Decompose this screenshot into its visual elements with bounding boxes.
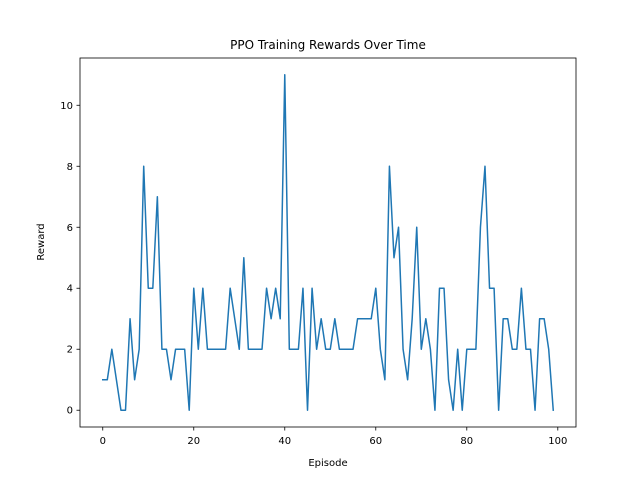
plot-frame xyxy=(79,57,577,428)
y-tick-label: 2 xyxy=(67,345,73,356)
chart-title: PPO Training Rewards Over Time xyxy=(230,38,426,52)
axes-ticks: 0 20 40 60 80 100 0 2 4 6 8 10 xyxy=(60,101,567,447)
y-tick-label: 0 xyxy=(67,406,73,417)
y-tick-label: 6 xyxy=(67,223,73,234)
x-tick-label: 20 xyxy=(187,436,200,447)
y-axis-label: Reward xyxy=(36,223,47,260)
x-axis-label: Episode xyxy=(308,458,347,469)
y-tick-label: 8 xyxy=(67,162,73,173)
y-tick-label: 4 xyxy=(67,284,73,295)
x-tick-label: 60 xyxy=(369,436,382,447)
x-tick-label: 0 xyxy=(100,436,106,447)
x-tick-label: 40 xyxy=(278,436,291,447)
x-tick-label: 100 xyxy=(548,436,567,447)
plot-area xyxy=(80,58,576,427)
x-tick-label: 80 xyxy=(460,436,473,447)
reward-series-line xyxy=(102,74,555,412)
y-tick-label: 10 xyxy=(60,101,73,112)
